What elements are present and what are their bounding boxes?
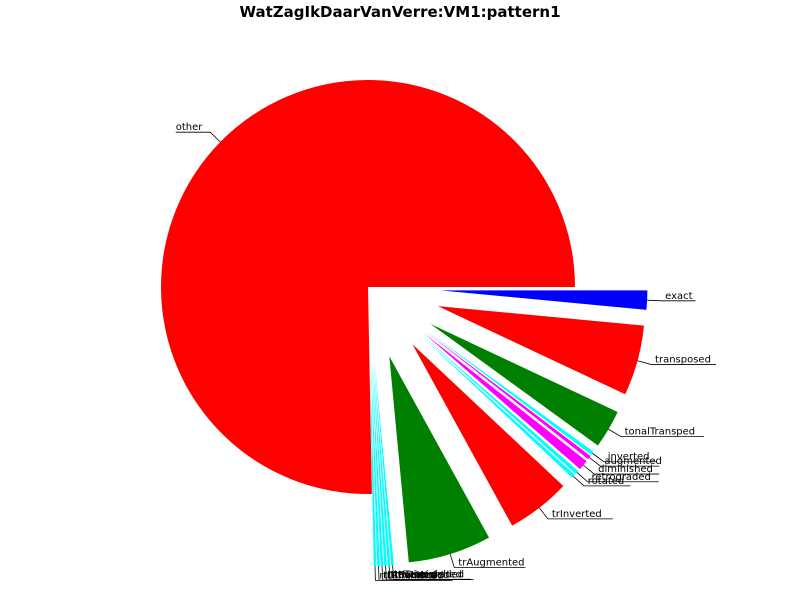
leader-line-trAugmented — [449, 553, 526, 568]
leader-line-rtDiminished — [374, 566, 453, 581]
label-text-rtInverted: rtInverted — [387, 570, 437, 581]
pie-slice-trAugmented — [389, 356, 490, 563]
label-text-trRetrograded: trRetrograded — [394, 570, 464, 581]
label-text-trDiminished: trDiminished — [398, 569, 462, 580]
label-text-rtAugmented: rtAugmented — [383, 570, 449, 581]
slice-label-rotated: rotated — [573, 476, 631, 487]
pie-slice-diminished — [423, 333, 587, 470]
pie-slice-trInverted — [412, 344, 564, 526]
pie-slice-tonalTransped — [430, 323, 618, 446]
leader-line-augmented — [589, 457, 660, 467]
leader-line-retrograded — [576, 472, 659, 483]
slice-label-other: other — [175, 122, 221, 143]
leader-line-exact — [647, 299, 696, 302]
label-text-diminished: diminished — [598, 464, 653, 475]
slice-label-trAugmented: trAugmented — [449, 553, 526, 568]
label-text-trInverted: trInverted — [552, 509, 602, 520]
pie-labels: exact transposed tonalTransped invertedaugm… — [175, 122, 717, 581]
label-text-exact: exact — [665, 291, 693, 302]
pie-slice-exact — [440, 290, 648, 310]
label-text-trRotated: trRotated — [390, 570, 437, 581]
pie-slice-inverted — [426, 330, 594, 455]
pie-slice-trDiminished — [374, 359, 394, 566]
label-text-augmented: augmented — [604, 456, 661, 467]
pie-slice-retrograded — [422, 335, 579, 474]
label-text-transposed: transposed — [655, 354, 711, 365]
leader-line-other — [175, 131, 221, 143]
leader-line-rotated — [573, 476, 631, 487]
pie-slice-augmented — [425, 331, 591, 460]
leader-line-trInverted — [538, 507, 613, 520]
label-text-inverted: inverted — [608, 452, 650, 463]
pie-slice-rtDiminished — [369, 359, 377, 567]
slice-label-retrograded: retrograded — [576, 472, 659, 483]
pie-slice-other — [160, 80, 575, 494]
slice-label-exact: exact — [647, 291, 696, 302]
label-text-tonalTransped: tonalTransped — [625, 426, 696, 437]
slice-label-rtDiminished: rtDiminished — [374, 566, 453, 581]
label-text-trAugmented: trAugmented — [458, 557, 524, 568]
label-text-rotated: rotated — [588, 476, 624, 487]
leader-line-inverted — [592, 453, 657, 463]
label-text-rtDiminished: rtDiminished — [379, 570, 443, 581]
slice-label-augmented: augmented — [589, 456, 662, 467]
pie-slices — [160, 80, 648, 567]
leader-line-transposed — [637, 360, 717, 365]
pie-slice-rtInverted — [371, 359, 384, 567]
leader-line-diminished — [583, 464, 660, 475]
chart-title: WatZagIkDaarVanVerre:VM1:pattern1 — [239, 3, 561, 21]
pie-slice-rtAugmented — [370, 359, 380, 567]
slice-label-tonalTransped: tonalTransped — [608, 426, 704, 437]
label-text-other: other — [176, 122, 204, 133]
slice-label-inverted: inverted — [592, 452, 657, 463]
slice-label-diminished: diminished — [583, 464, 660, 475]
label-text-retrograded: retrograded — [592, 472, 651, 483]
leader-line-tonalTransped — [608, 428, 704, 437]
slice-label-trInverted: trInverted — [538, 507, 613, 520]
pie-slice-trRetrograded — [373, 359, 391, 566]
slice-label-transposed: transposed — [637, 354, 717, 365]
pie-slice-rotated — [421, 336, 575, 478]
pie-slice-trRotated — [372, 359, 387, 566]
pie-slice-transposed — [437, 306, 644, 395]
